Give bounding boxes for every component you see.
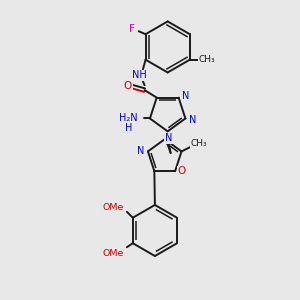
Text: O: O [178,166,186,176]
Text: H₂N: H₂N [119,113,138,124]
Text: F: F [129,24,135,34]
Text: N: N [137,146,145,156]
Text: OMe: OMe [103,249,124,258]
Text: CH₃: CH₃ [198,55,215,64]
Text: OMe: OMe [103,203,124,212]
Text: O: O [124,81,132,91]
Text: N: N [189,116,196,125]
Text: NH: NH [132,70,147,80]
Text: N: N [165,133,172,143]
Text: N: N [182,91,189,101]
Text: CH₃: CH₃ [191,139,208,148]
Text: H: H [125,123,132,133]
